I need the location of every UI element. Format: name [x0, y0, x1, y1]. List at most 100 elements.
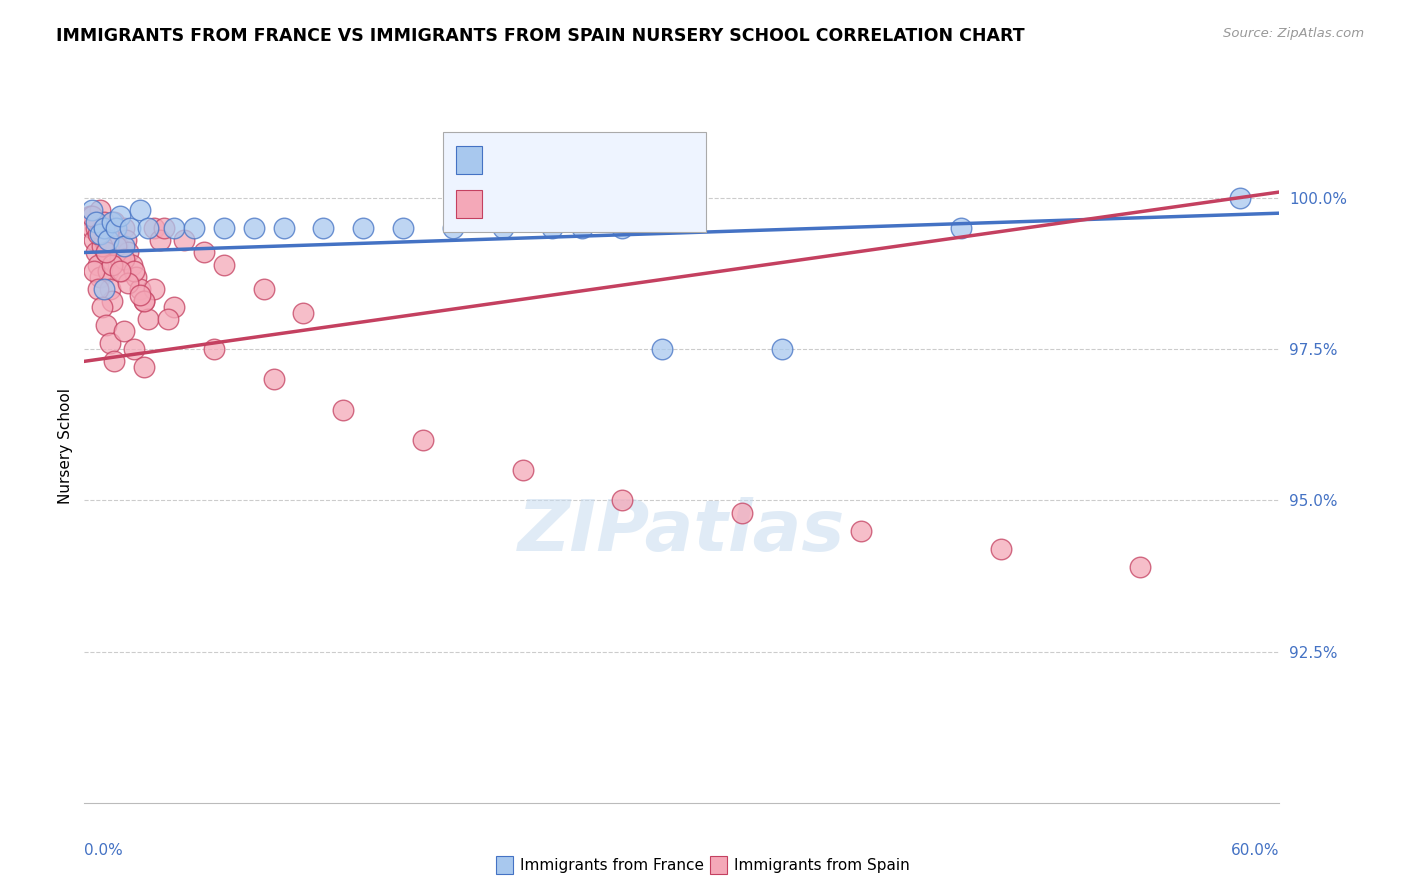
Point: [117, 245, 139, 260]
Point: [97, 263, 120, 277]
Text: Immigrants from Spain: Immigrants from Spain: [734, 858, 910, 872]
Point: [107, 239, 129, 253]
Point: [97, 233, 120, 247]
Point: [82, 221, 104, 235]
Point: [87, 282, 110, 296]
Point: [571, 221, 593, 235]
Point: [98, 336, 121, 351]
Point: [93, 221, 115, 235]
Point: [91, 300, 114, 314]
Point: [96, 318, 118, 332]
Point: [1129, 560, 1152, 574]
Point: [120, 221, 142, 235]
Text: ZIPatlas: ZIPatlas: [519, 497, 845, 566]
Point: [129, 203, 152, 218]
Point: [132, 360, 156, 375]
Point: [512, 463, 534, 477]
Point: [392, 221, 415, 235]
Point: [173, 233, 195, 247]
Point: [101, 215, 124, 229]
Point: [87, 227, 110, 242]
Point: [651, 343, 673, 357]
Point: [412, 433, 434, 447]
Point: [149, 233, 172, 247]
Point: [82, 203, 104, 218]
Point: [193, 245, 215, 260]
Point: [1229, 191, 1251, 205]
Y-axis label: Nursery School: Nursery School: [58, 388, 73, 504]
Text: 0.0%: 0.0%: [84, 843, 124, 858]
Point: [212, 258, 235, 272]
Point: [157, 312, 180, 326]
Point: [83, 263, 105, 277]
Point: [125, 269, 148, 284]
Point: [136, 221, 159, 235]
Point: [129, 288, 152, 302]
Point: [122, 343, 145, 357]
Point: [770, 343, 793, 357]
Point: [273, 221, 295, 235]
Point: [105, 227, 128, 242]
Point: [98, 282, 121, 296]
Text: 60.0%: 60.0%: [1232, 843, 1279, 858]
Point: [79, 209, 101, 223]
Point: [122, 263, 145, 277]
Point: [731, 506, 754, 520]
Point: [163, 221, 186, 235]
Point: [91, 221, 114, 235]
Text: Immigrants from France: Immigrants from France: [520, 858, 704, 872]
Point: [86, 245, 108, 260]
Point: [112, 324, 135, 338]
Point: [163, 300, 186, 314]
Point: [129, 282, 152, 296]
Point: [87, 258, 110, 272]
Point: [949, 221, 972, 235]
Point: [143, 282, 166, 296]
Point: [110, 252, 132, 266]
Point: [263, 372, 285, 386]
Text: R = 0.382: R = 0.382: [491, 151, 581, 169]
Point: [110, 263, 132, 277]
Point: [93, 215, 115, 229]
Point: [96, 245, 118, 260]
Point: [111, 263, 134, 277]
Point: [89, 203, 111, 218]
Point: [292, 306, 315, 320]
Point: [441, 221, 464, 235]
Point: [121, 258, 143, 272]
Point: [253, 282, 276, 296]
Point: [612, 221, 634, 235]
Point: [112, 252, 135, 266]
Point: [103, 354, 125, 368]
Point: [183, 221, 205, 235]
Point: [101, 258, 124, 272]
Point: [101, 293, 124, 308]
Point: [153, 221, 176, 235]
Point: [89, 227, 111, 242]
Point: [612, 493, 634, 508]
Point: [110, 209, 132, 223]
Point: [96, 245, 118, 260]
Text: N = 30: N = 30: [600, 151, 664, 169]
Text: IMMIGRANTS FROM FRANCE VS IMMIGRANTS FROM SPAIN NURSERY SCHOOL CORRELATION CHART: IMMIGRANTS FROM FRANCE VS IMMIGRANTS FRO…: [56, 27, 1025, 45]
Point: [312, 221, 335, 235]
Point: [103, 215, 125, 229]
Text: Source: ZipAtlas.com: Source: ZipAtlas.com: [1223, 27, 1364, 40]
Point: [242, 221, 264, 235]
Point: [86, 215, 108, 229]
Point: [115, 233, 138, 247]
Point: [91, 239, 114, 253]
Point: [851, 524, 873, 538]
Point: [97, 227, 120, 242]
Point: [105, 239, 128, 253]
Point: [93, 282, 115, 296]
Point: [105, 221, 128, 235]
Point: [112, 239, 135, 253]
Text: N = 71: N = 71: [600, 195, 664, 213]
Point: [132, 293, 156, 308]
Point: [117, 276, 139, 290]
Point: [352, 221, 374, 235]
Point: [93, 233, 115, 247]
Point: [112, 221, 135, 235]
Point: [82, 209, 104, 223]
